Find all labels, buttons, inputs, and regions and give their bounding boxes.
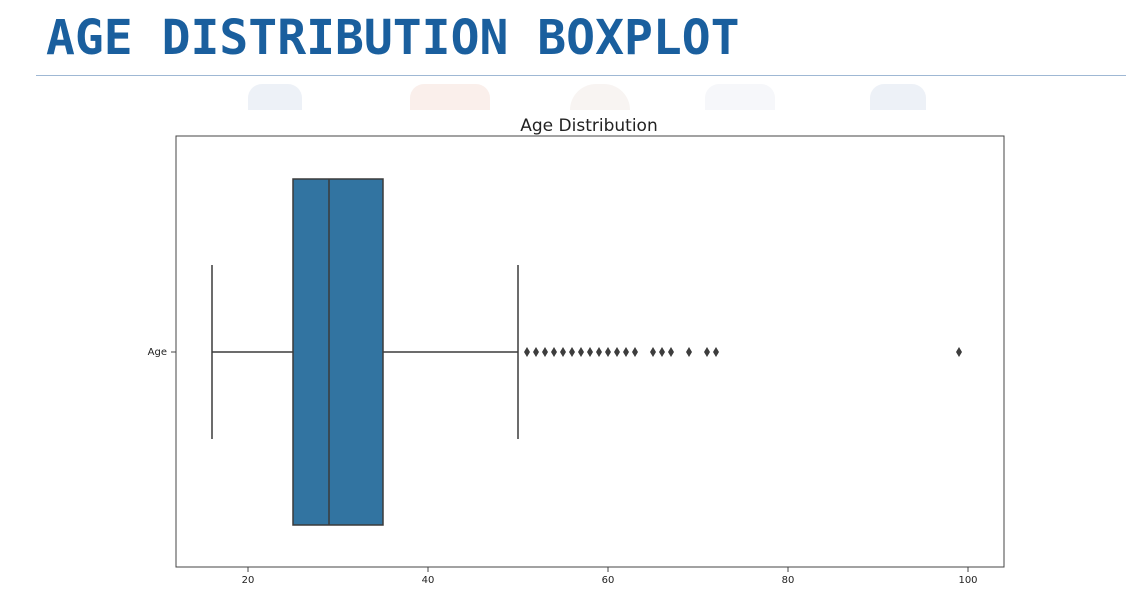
x-tick-label: 60 xyxy=(602,575,615,586)
outlier-point xyxy=(686,347,692,357)
outlier-point xyxy=(704,347,710,357)
outlier-point xyxy=(650,347,656,357)
decorative-shape-5 xyxy=(870,84,926,110)
outlier-point xyxy=(668,347,674,357)
x-tick-label: 20 xyxy=(242,575,255,586)
x-tick-label: 40 xyxy=(422,575,435,586)
outlier-point xyxy=(560,347,566,357)
decorative-shape-4 xyxy=(705,84,775,110)
outlier-point xyxy=(623,347,629,357)
outlier-point xyxy=(551,347,557,357)
outlier-point xyxy=(605,347,611,357)
outlier-point xyxy=(569,347,575,357)
iqr-box xyxy=(292,178,384,526)
outlier-point xyxy=(587,347,593,357)
outlier-point xyxy=(614,347,620,357)
slide-title: AGE DISTRIBUTION BOXPLOT xyxy=(46,10,740,66)
outlier-point xyxy=(533,347,539,357)
outlier-point xyxy=(578,347,584,357)
outlier-point xyxy=(632,347,638,357)
category-label: Age xyxy=(148,347,167,358)
decorative-shape-1 xyxy=(248,84,302,110)
outlier-point xyxy=(524,347,530,357)
outlier-point xyxy=(596,347,602,357)
chart-title: Age Distribution xyxy=(520,116,657,136)
x-tick-label: 100 xyxy=(958,575,977,586)
x-tick-label: 80 xyxy=(782,575,795,586)
outlier-point xyxy=(713,347,719,357)
outlier-point xyxy=(542,347,548,357)
outlier-point xyxy=(956,347,962,357)
decorative-shape-2 xyxy=(410,84,490,110)
outlier-point xyxy=(659,347,665,357)
title-divider xyxy=(36,75,1126,76)
